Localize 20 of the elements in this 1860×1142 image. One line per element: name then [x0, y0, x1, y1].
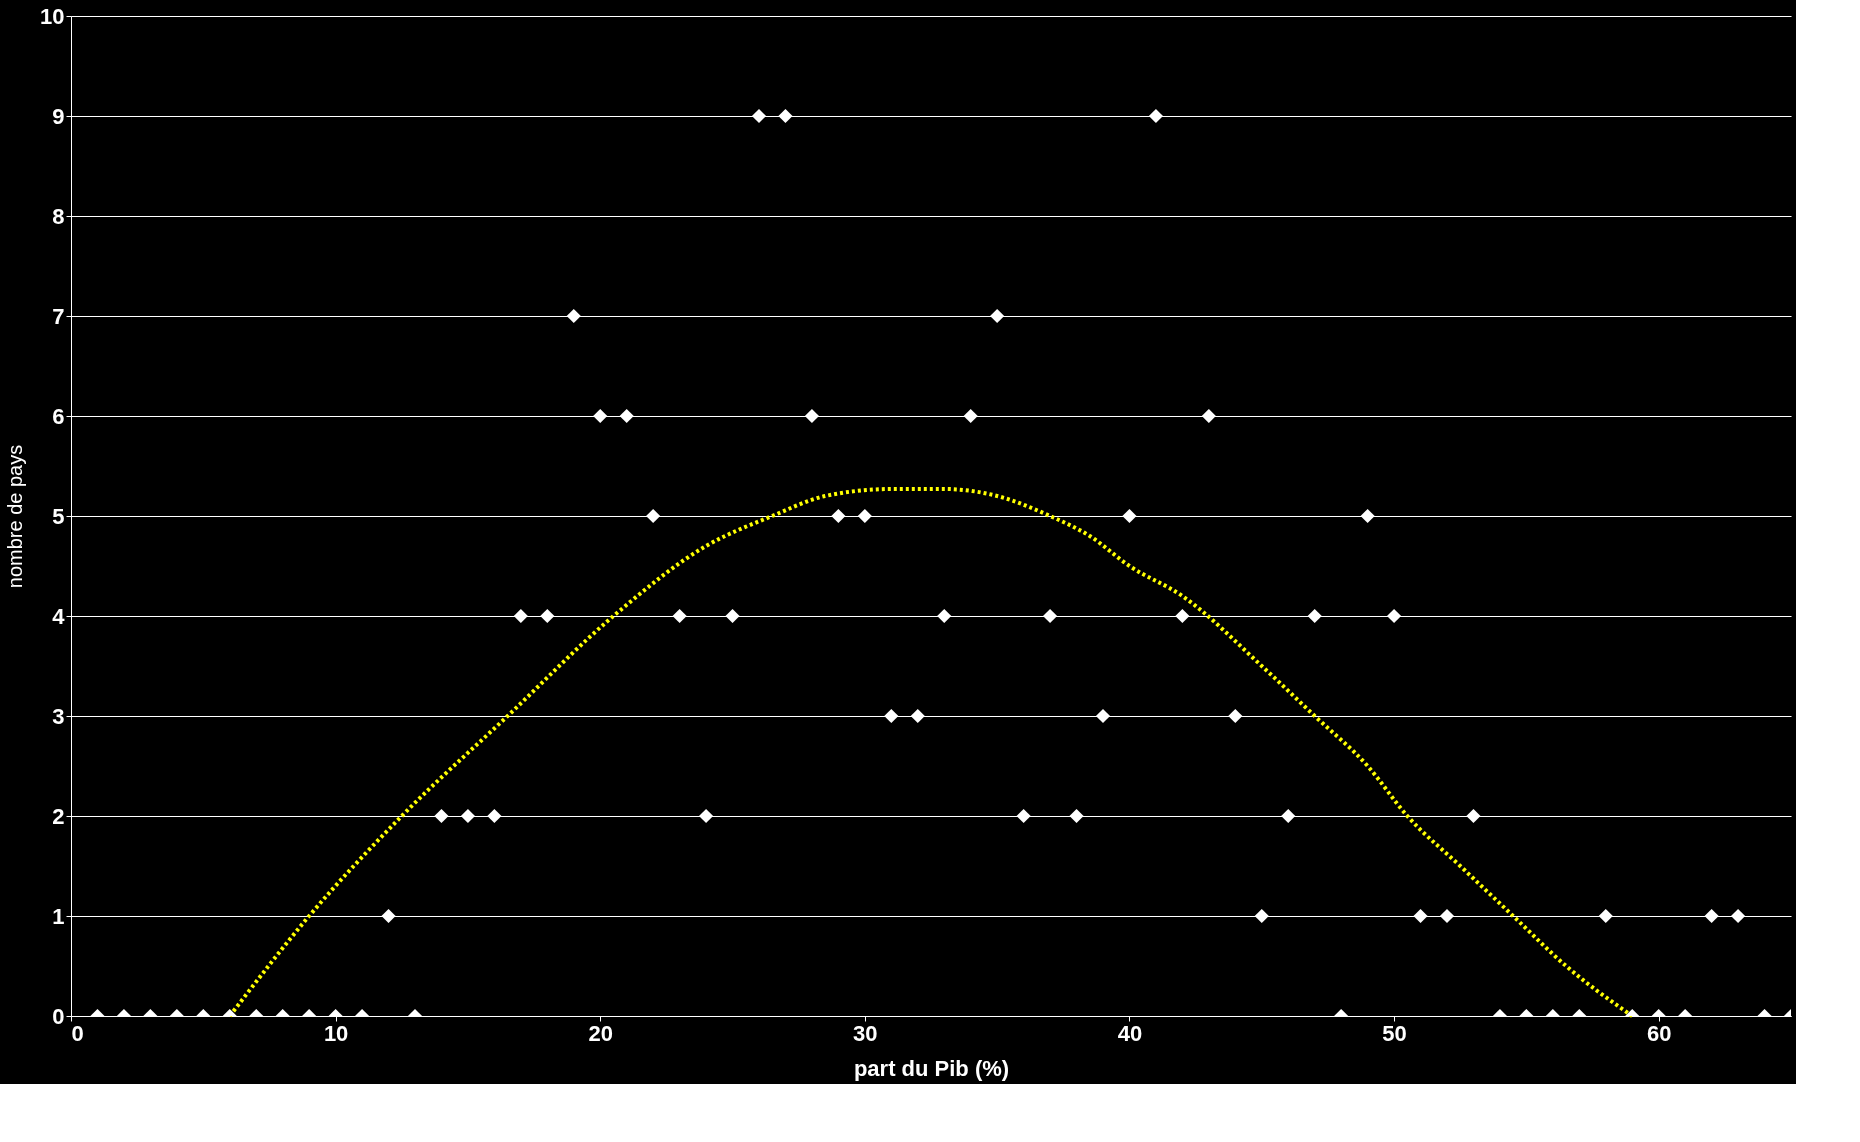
- y-tick-label: 3: [52, 703, 65, 729]
- y-tick-label: 8: [52, 203, 65, 229]
- x-tick-label: 60: [1646, 1020, 1672, 1046]
- x-tick-label: 30: [853, 1020, 878, 1046]
- y-tick-label: 0: [52, 1003, 65, 1029]
- y-tick-label: 4: [52, 603, 66, 629]
- x-tick-label: 0: [71, 1020, 84, 1046]
- x-tick-label: 50: [1382, 1020, 1407, 1046]
- x-tick-label: 10: [323, 1020, 349, 1046]
- y-tick-label: 2: [52, 803, 65, 829]
- y-tick-label: 1: [52, 903, 65, 929]
- y-axis-title: nombre de pays: [4, 444, 27, 589]
- y-tick-label: 10: [40, 3, 65, 29]
- x-axis-title: part du Pib (%): [853, 1055, 1010, 1081]
- y-tick-label: 6: [52, 403, 65, 429]
- y-tick-label: 7: [52, 303, 65, 329]
- y-tick-label: 5: [52, 503, 65, 529]
- x-tick-label: 40: [1117, 1020, 1143, 1046]
- y-tick-label: 9: [52, 103, 65, 129]
- x-tick-label: 20: [588, 1020, 613, 1046]
